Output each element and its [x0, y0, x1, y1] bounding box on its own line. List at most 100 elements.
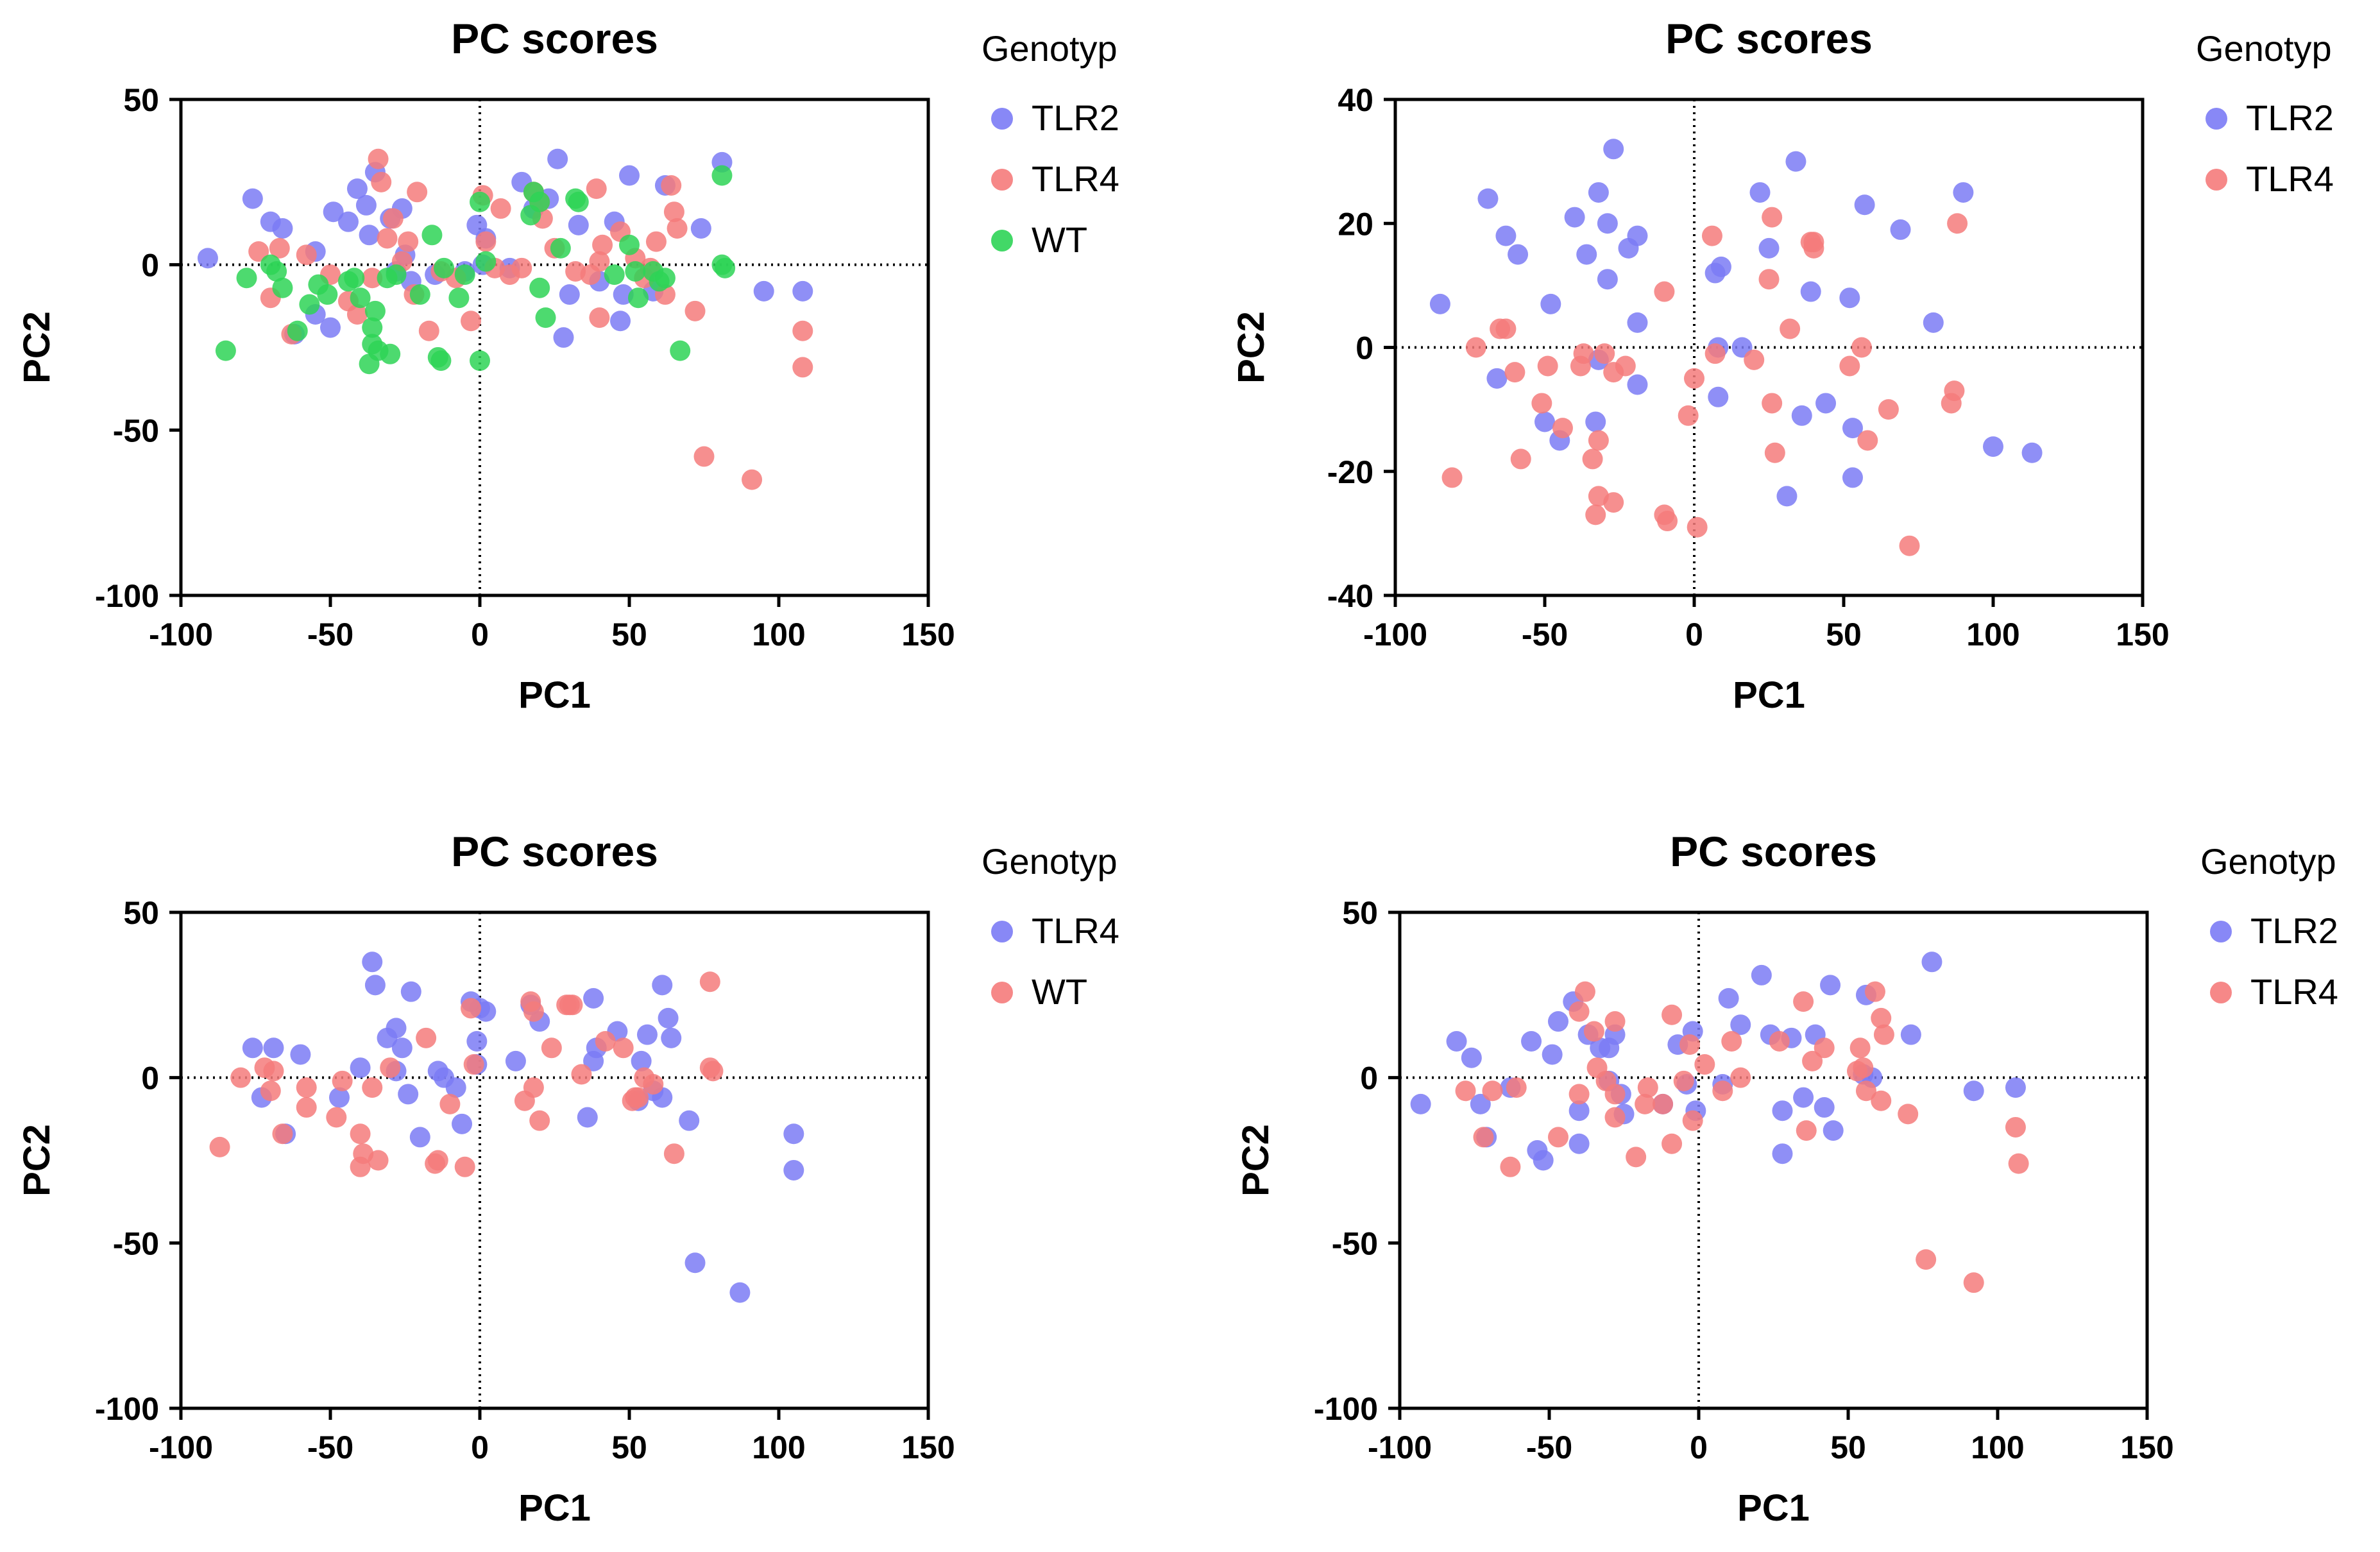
data-point [1568, 1084, 1590, 1105]
data-point [1597, 213, 1618, 234]
data-point [619, 234, 640, 255]
data-point [1800, 281, 1821, 302]
data-point [263, 1061, 284, 1082]
data-point [445, 1077, 466, 1098]
data-point [1500, 1156, 1521, 1177]
data-point [1594, 343, 1615, 364]
x-tick-label: 100 [752, 1429, 805, 1465]
series-tlr2 [1429, 139, 2043, 507]
data-point [1465, 337, 1486, 358]
data-point [1585, 411, 1606, 432]
data-point [1758, 237, 1780, 259]
legend-marker [2206, 108, 2227, 130]
data-point [1708, 386, 1729, 407]
data-point [1823, 1120, 1844, 1141]
data-point [547, 148, 568, 169]
data-point [272, 1123, 293, 1145]
data-point [1441, 467, 1463, 488]
data-point [1657, 511, 1678, 532]
legend-title: Genotyp [2200, 841, 2336, 882]
data-point [753, 280, 774, 302]
data-point [470, 350, 490, 371]
data-point [290, 1044, 311, 1065]
data-point [541, 1037, 562, 1059]
data-point [562, 994, 583, 1016]
data-point [1963, 1272, 1984, 1293]
data-point [448, 287, 470, 309]
data-point [242, 1037, 263, 1059]
data-point [529, 191, 550, 212]
data-point [1842, 418, 1863, 439]
data-point [197, 248, 218, 269]
data-point [1533, 1150, 1554, 1171]
data-point [1839, 287, 1860, 309]
data-point [1793, 991, 1814, 1012]
y-tick-label: -50 [113, 413, 159, 448]
x-tick-label: -100 [1368, 1429, 1432, 1465]
data-point [1482, 1080, 1503, 1102]
data-point [409, 1127, 430, 1148]
data-point [1568, 1001, 1590, 1022]
data-point [1701, 225, 1722, 246]
y-tick-label: 0 [1356, 330, 1373, 366]
data-point [1776, 486, 1798, 507]
data-point [287, 320, 308, 341]
y-tick-label: 40 [1338, 82, 1373, 118]
data-point [386, 264, 407, 286]
data-point [2005, 1077, 2026, 1098]
data-point [380, 343, 401, 364]
data-point [269, 237, 290, 259]
data-point [505, 1050, 526, 1071]
y-tick-label: -20 [1327, 454, 1373, 490]
data-point [1582, 448, 1603, 470]
data-point [523, 1077, 544, 1098]
data-point [1673, 1070, 1694, 1091]
data-point [792, 357, 813, 378]
y-axis-label: PC2 [16, 1124, 58, 1197]
data-point [535, 307, 556, 328]
data-point [323, 201, 344, 223]
data-point [702, 1061, 724, 1082]
plot-frame [179, 98, 930, 597]
data-point [418, 320, 439, 341]
x-tick-label: -100 [1363, 617, 1427, 652]
data-point [529, 1110, 550, 1131]
data-point [337, 211, 359, 232]
data-point [1721, 1030, 1742, 1052]
legend-entry-label: TLR4 [1032, 158, 1119, 199]
data-point [1854, 194, 1875, 216]
data-point [266, 260, 287, 282]
legend-marker [991, 982, 1013, 1003]
data-point [1542, 1044, 1563, 1065]
legend-title: Genotyp [982, 28, 1118, 69]
data-point [661, 175, 682, 196]
data-point [296, 1077, 317, 1098]
data-point [364, 300, 386, 321]
data-point [346, 303, 368, 325]
data-point [1568, 1100, 1590, 1121]
data-point [1820, 975, 1841, 996]
data-point [690, 217, 711, 239]
data-point [398, 1084, 419, 1105]
data-point [296, 1097, 317, 1118]
data-point [1710, 256, 1731, 277]
data-point [326, 1107, 347, 1128]
data-point [320, 317, 341, 338]
data-point [1898, 1104, 1919, 1125]
data-point [1864, 981, 1885, 1002]
data-point [604, 264, 625, 286]
data-point [1923, 312, 1944, 333]
data-point [434, 257, 455, 278]
x-tick-label: 0 [1690, 1429, 1708, 1465]
data-point [693, 446, 715, 467]
data-point [1849, 1037, 1871, 1059]
data-point [643, 1073, 664, 1095]
data-point [350, 287, 371, 309]
data-point [1963, 1080, 1984, 1102]
data-point [317, 284, 338, 305]
legend-entry-label: TLR2 [1032, 98, 1119, 138]
data-point [1744, 349, 1765, 370]
data-point [427, 1150, 448, 1171]
data-point [1769, 1030, 1790, 1052]
data-point [1627, 312, 1648, 333]
